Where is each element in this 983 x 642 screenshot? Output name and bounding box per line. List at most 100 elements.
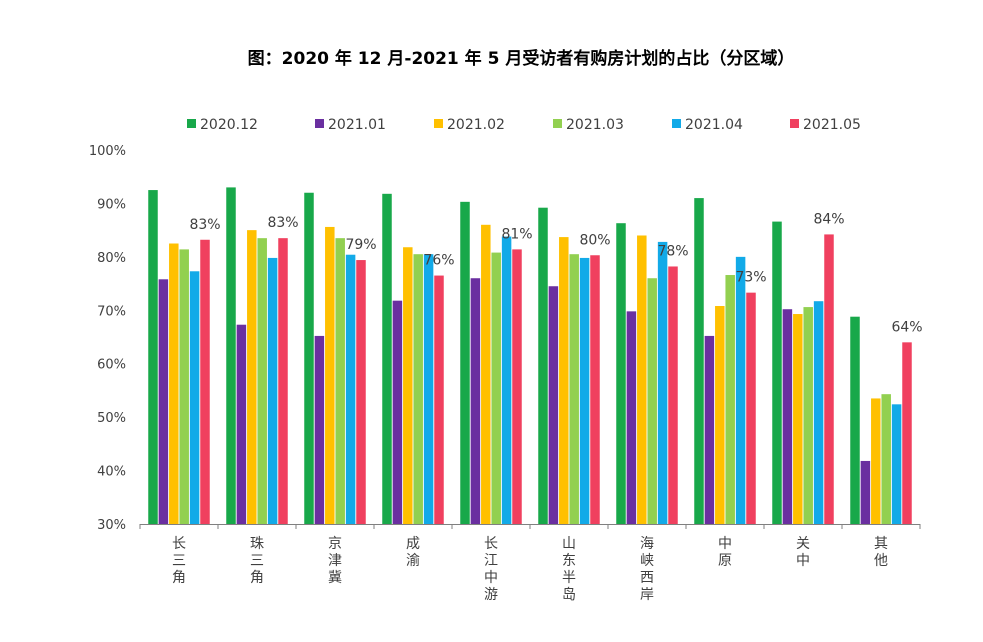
bar-2021-04-7 [735, 256, 746, 524]
bar-2021-05-4 [512, 249, 522, 524]
data-label: 81% [501, 226, 532, 242]
data-label: 83% [189, 217, 220, 233]
bar-2021-04-5 [579, 257, 590, 524]
bar-2021-03-8 [803, 307, 813, 524]
data-labels: 83% 83% 79% 76% 81% 80% 78% 73% 84% 64% [189, 211, 922, 335]
bar-2021-02-3 [403, 247, 413, 525]
bar-2021-04-6 [657, 241, 668, 524]
legend: 2020.12 2021.01 2021.02 2021.03 2021.04 2021.… [187, 117, 861, 133]
legend-swatch-2021-05 [790, 119, 799, 128]
bar-2021-04-1 [267, 257, 278, 524]
bar-2021-05-0 [200, 239, 210, 524]
legend-swatch-2021-04 [672, 119, 681, 128]
x-category-label: 京津冀 [328, 536, 342, 586]
bar-2020-12-1 [226, 187, 236, 524]
bar-2021-05-3 [434, 275, 444, 524]
bar-2021-04-8 [813, 301, 824, 524]
x-category-label: 珠三角 [250, 536, 264, 586]
bar-2021-02-5 [559, 237, 569, 524]
bar-2021-03-7 [725, 275, 735, 524]
bar-2021-01-9 [860, 460, 871, 524]
bar-2021-01-2 [314, 335, 325, 524]
bar-2020-12-7 [694, 198, 704, 524]
data-label: 83% [267, 215, 298, 231]
data-label: 79% [345, 237, 376, 253]
y-tick-label: 90% [97, 197, 126, 212]
bar-2021-04-3 [423, 254, 434, 524]
bar-2021-01-8 [782, 309, 793, 524]
bar-2021-03-5 [569, 254, 579, 524]
bar-2021-04-9 [891, 404, 902, 524]
legend-label: 2021.04 [685, 117, 743, 133]
bar-2020-12-9 [850, 316, 860, 524]
legend-label: 2021.01 [328, 117, 386, 133]
bar-2021-02-2 [325, 226, 335, 524]
bar-2021-04-0 [189, 271, 200, 524]
data-label: 80% [579, 232, 610, 248]
data-label: 78% [657, 244, 688, 260]
y-tick-label: 100% [89, 144, 126, 159]
x-category-label: 长三角 [172, 536, 186, 586]
x-category-label: 中原 [718, 536, 732, 569]
legend-label: 2021.02 [447, 117, 505, 133]
data-label: 64% [891, 319, 922, 335]
y-tick-label: 60% [97, 358, 126, 373]
bar-2020-12-5 [538, 207, 548, 524]
y-tick-label: 70% [97, 304, 126, 319]
bar-2021-03-4 [491, 252, 501, 524]
bar-2020-12-0 [148, 190, 158, 524]
bar-2021-02-7 [715, 306, 725, 524]
x-category-label: 其他 [874, 536, 888, 569]
bar-2021-05-2 [356, 260, 366, 524]
x-category-label: 成渝 [406, 536, 420, 569]
legend-label: 2021.05 [803, 117, 861, 133]
bar-2021-01-1 [236, 324, 247, 524]
bar-2021-04-2 [345, 254, 356, 524]
bar-2021-03-0 [179, 249, 189, 524]
x-category-label: 山东半岛 [562, 536, 576, 603]
bar-2021-05-6 [668, 266, 678, 524]
legend-swatch-2021-02 [434, 119, 443, 128]
chart-title: 图：2020 年 12 月-2021 年 5 月受访者有购房计划的占比（分区域） [248, 48, 795, 69]
bar-2021-01-6 [626, 311, 637, 524]
bar-2021-01-5 [548, 286, 559, 524]
bar-2021-03-9 [881, 394, 891, 524]
data-label: 84% [813, 211, 844, 227]
y-tick-label: 40% [97, 465, 126, 480]
bar-2021-03-2 [335, 238, 345, 524]
data-label: 76% [423, 253, 454, 269]
legend-swatch-2021-03 [553, 119, 562, 128]
bar-2021-03-6 [647, 278, 657, 524]
bar-2021-01-7 [704, 335, 715, 524]
bar-2021-02-9 [871, 398, 881, 524]
bar-2021-03-1 [257, 238, 267, 524]
bar-2021-02-1 [247, 230, 257, 524]
legend-swatch-2020-12 [187, 119, 196, 128]
bar-2020-12-6 [616, 223, 626, 524]
bar-2021-05-9 [902, 342, 912, 524]
bar-2020-12-8 [772, 221, 782, 524]
y-tick-label: 30% [97, 518, 126, 533]
bars [148, 187, 912, 525]
data-label: 73% [735, 270, 766, 286]
bar-2021-02-6 [637, 235, 647, 525]
y-tick-label: 80% [97, 251, 126, 266]
legend-label: 2021.03 [566, 117, 624, 133]
bar-2020-12-2 [304, 192, 314, 525]
bar-2020-12-3 [382, 193, 392, 524]
bar-2021-01-0 [158, 279, 169, 524]
bar-2021-05-7 [746, 292, 756, 524]
y-tick-label: 50% [97, 411, 126, 426]
bar-2021-02-8 [793, 314, 803, 524]
bar-2021-04-4 [501, 236, 512, 525]
legend-label: 2020.12 [200, 117, 258, 133]
y-axis: 30% 40% 50% 60% 70% 80% 90% 100% [89, 144, 126, 533]
bar-2021-05-5 [590, 255, 600, 524]
bar-2021-02-0 [169, 243, 179, 524]
bar-2021-02-4 [481, 224, 491, 525]
x-category-label: 海峡西岸 [640, 536, 654, 603]
legend-swatch-2021-01 [315, 119, 324, 128]
x-axis: 长三角 珠三角 京津冀 成渝 长江中游 山东半岛 海峡西岸 中原 关中 其他 [139, 524, 921, 603]
bar-2021-05-1 [278, 238, 288, 524]
